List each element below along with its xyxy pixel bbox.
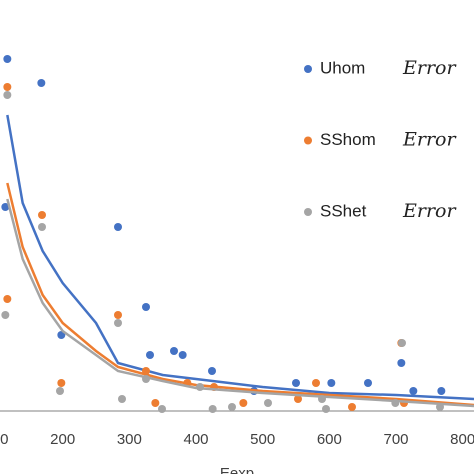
x-tick-label: 200 bbox=[50, 431, 75, 448]
point bbox=[142, 375, 150, 383]
point bbox=[1, 203, 10, 211]
point bbox=[228, 403, 236, 411]
point bbox=[142, 367, 150, 375]
point bbox=[239, 399, 248, 407]
x-axis-title: Eexp bbox=[220, 465, 254, 474]
point bbox=[151, 399, 160, 407]
point bbox=[37, 79, 46, 87]
point bbox=[1, 311, 10, 319]
x-tick-label: 400 bbox=[183, 431, 208, 448]
point bbox=[3, 83, 12, 91]
legend-suffix: Error bbox=[402, 200, 457, 222]
trend-line bbox=[6, 182, 474, 407]
point bbox=[264, 399, 272, 407]
point bbox=[208, 405, 217, 413]
point bbox=[3, 295, 12, 303]
point bbox=[38, 211, 46, 219]
legend-label: SShet bbox=[320, 201, 367, 220]
x-tick-label: 700 bbox=[383, 431, 408, 448]
point bbox=[398, 339, 406, 347]
legend-label: Uhom bbox=[320, 58, 365, 77]
point bbox=[364, 379, 372, 387]
point bbox=[178, 351, 187, 359]
point bbox=[56, 387, 64, 395]
point bbox=[436, 403, 444, 411]
point bbox=[292, 379, 300, 387]
point bbox=[391, 399, 400, 407]
point bbox=[397, 359, 406, 367]
point bbox=[158, 405, 166, 413]
point bbox=[38, 223, 46, 231]
point bbox=[409, 387, 418, 395]
trend-line bbox=[6, 198, 474, 408]
point bbox=[3, 55, 12, 63]
legend-marker bbox=[304, 208, 312, 216]
point bbox=[318, 395, 326, 403]
point bbox=[322, 405, 330, 413]
point bbox=[208, 367, 216, 375]
x-tick-label: 600 bbox=[317, 431, 342, 448]
legend-marker bbox=[304, 136, 312, 145]
point bbox=[114, 319, 122, 327]
point bbox=[312, 379, 320, 387]
x-tick-label: 500 bbox=[250, 431, 275, 448]
point bbox=[57, 379, 66, 387]
legend-suffix: Error bbox=[402, 129, 457, 151]
legend-marker bbox=[304, 65, 312, 73]
legend-suffix: Error bbox=[402, 57, 457, 79]
point bbox=[196, 383, 204, 391]
x-tick-label: 800 bbox=[450, 431, 474, 448]
point bbox=[170, 347, 178, 355]
point bbox=[327, 379, 336, 387]
x-tick-label: 300 bbox=[117, 431, 142, 448]
point bbox=[348, 403, 356, 411]
point bbox=[437, 387, 446, 395]
legend-label: SShom bbox=[320, 130, 376, 149]
point bbox=[114, 311, 122, 319]
x-tick-label: 100 bbox=[0, 431, 9, 448]
trend-line bbox=[6, 114, 474, 401]
point bbox=[114, 223, 122, 231]
point bbox=[142, 303, 150, 311]
point bbox=[294, 395, 302, 403]
point bbox=[118, 395, 126, 403]
point bbox=[3, 91, 12, 99]
point bbox=[146, 351, 154, 359]
